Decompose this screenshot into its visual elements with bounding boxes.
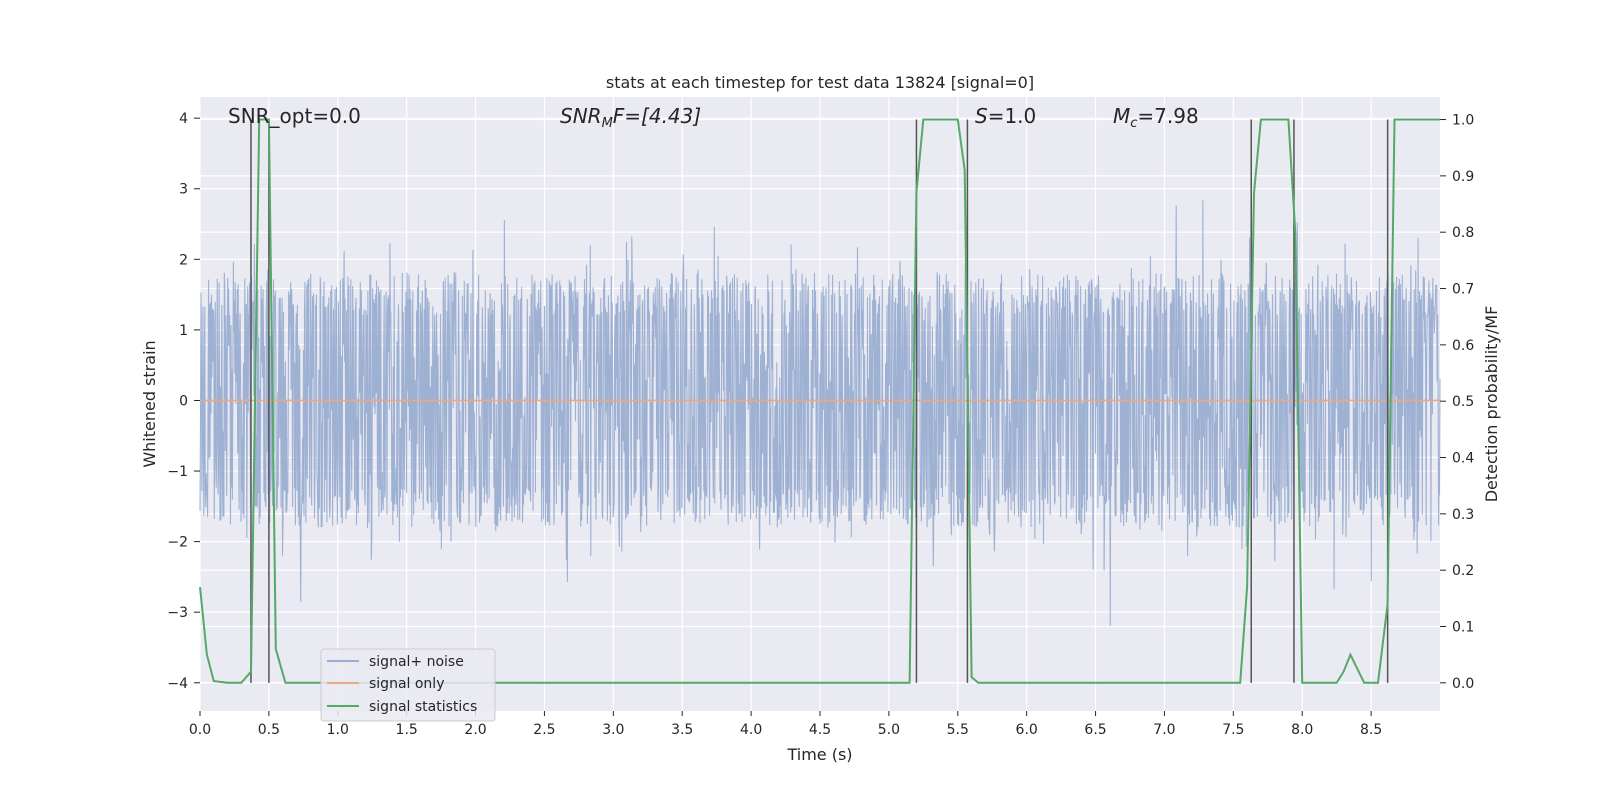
annotation-s-label: S (975, 104, 988, 128)
y-axis-left-ticks: −4 −3 −2 −1 0 1 2 3 4 (167, 111, 200, 692)
x-tick-label: 5.5 (947, 722, 969, 738)
signal-noise-series (199, 199, 1441, 627)
y-left-tick-label: 0 (179, 393, 188, 409)
y-right-tick-label: 0.8 (1452, 225, 1474, 241)
x-tick-label: 4.5 (809, 722, 831, 738)
y-right-tick-label: 0.2 (1452, 563, 1474, 579)
annotation-snr-mf-sub: M (602, 116, 613, 131)
y-right-tick-label: 0.9 (1452, 169, 1474, 185)
x-tick-label: 6.5 (1084, 722, 1106, 738)
y-right-tick-label: 0.3 (1452, 507, 1474, 523)
x-tick-label: 2.5 (533, 722, 555, 738)
x-axis-label: Time (s) (786, 745, 852, 764)
y-right-tick-label: 0.5 (1452, 394, 1474, 410)
x-tick-label: 8.5 (1360, 722, 1382, 738)
x-tick-label: 1.5 (396, 722, 418, 738)
x-tick-label: 0.0 (189, 722, 211, 738)
x-tick-label: 0.5 (258, 722, 280, 738)
annotation-mc-value: =7.98 (1137, 104, 1198, 128)
signal-statistics-series (199, 118, 1440, 684)
y-right-tick-label: 0.1 (1452, 620, 1474, 636)
y-axis-right-label: Detection probability/MF (1482, 306, 1501, 503)
legend-box (320, 648, 496, 722)
legend-label-signal-noise: signal+ noise (369, 654, 464, 670)
legend-label-signal-only: signal only (369, 676, 444, 692)
y-left-tick-label: −3 (167, 605, 188, 621)
legend-label-signal-statistics: signal statistics (369, 699, 477, 715)
x-tick-label: 6.0 (1016, 722, 1038, 738)
y-left-tick-label: 1 (179, 323, 188, 339)
x-tick-label: 2.0 (464, 722, 486, 738)
y-right-tick-label: 0.7 (1452, 282, 1474, 298)
y-axis-left-label: Whitened strain (140, 340, 159, 467)
signal-noise-line (199, 199, 1441, 627)
annotation-mc: Mc=7.98 (1113, 104, 1199, 131)
annotation-snr-mf-rest: F=[4.43] (613, 104, 701, 128)
y-left-tick-label: 2 (179, 252, 188, 268)
x-tick-label: 5.0 (878, 722, 900, 738)
annotation-mc-base: M (1113, 104, 1130, 128)
y-left-tick-label: −1 (167, 464, 188, 480)
y-right-tick-label: 0.0 (1452, 676, 1474, 692)
y-left-tick-label: 4 (179, 111, 188, 127)
annotation-snr-mf-base: SNR (560, 104, 602, 128)
x-tick-label: 8.0 (1291, 722, 1313, 738)
y-left-tick-label: −2 (167, 535, 188, 551)
y-left-tick-label: −4 (167, 676, 188, 692)
x-tick-label: 4.0 (740, 722, 762, 738)
annotation-snr-opt: SNR_opt=0.0 (228, 104, 361, 128)
annotation-s-value: =1.0 (988, 104, 1037, 128)
y-axis-right-ticks: 0.0 0.1 0.2 0.3 0.4 0.5 0.6 0.7 0.8 0.9 1.0 (1440, 113, 1474, 692)
x-tick-label: 3.5 (671, 722, 693, 738)
y-right-tick-label: 1.0 (1452, 113, 1474, 129)
x-tick-label: 1.0 (327, 722, 349, 738)
x-tick-label: 7.5 (1222, 722, 1244, 738)
legend: signal+ noise signal only signal statist… (320, 648, 496, 722)
x-axis-ticks: 0.0 0.5 1.0 1.5 2.0 2.5 3.0 3.5 4.0 4.5 5.0 5.5 6.0 6… (189, 711, 1382, 738)
signal-statistics-line (199, 118, 1440, 684)
y-left-tick-label: 3 (179, 182, 188, 198)
annotation-snr-mf: SNRMF=[4.43] (560, 104, 701, 131)
y-right-tick-label: 0.6 (1452, 338, 1474, 354)
annotation-s: S=1.0 (975, 104, 1036, 128)
x-tick-label: 3.0 (602, 722, 624, 738)
chart-title: stats at each timestep for test data 138… (606, 73, 1034, 92)
x-tick-label: 7.0 (1153, 722, 1175, 738)
y-right-tick-label: 0.4 (1452, 451, 1474, 467)
annotation-mc-sub: c (1130, 116, 1137, 131)
